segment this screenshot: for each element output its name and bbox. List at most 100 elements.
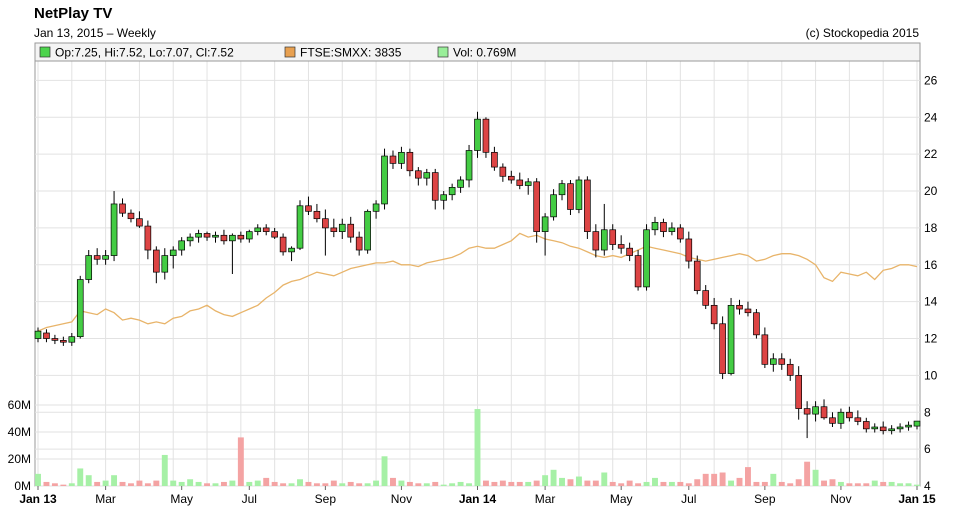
- candle: [719, 316, 726, 380]
- legend-label: Op:7.25, Hi:7.52, Lo:7.07, Cl:7.52: [55, 46, 234, 60]
- volume-bar: [871, 480, 878, 486]
- candle: [43, 329, 50, 343]
- candle: [34, 327, 42, 343]
- candle-body: [102, 255, 109, 260]
- volume-bar: [313, 483, 320, 486]
- candle-body: [736, 304, 743, 310]
- candle: [482, 117, 490, 158]
- chart-subtitle: Jan 13, 2015 – Weekly: [34, 26, 156, 40]
- x-tick-label: Jan 14: [459, 492, 497, 506]
- volume-bar: [254, 480, 261, 486]
- volume-bar: [660, 481, 667, 486]
- volume-bar: [829, 479, 836, 486]
- candle-body: [127, 212, 135, 220]
- candle: [51, 334, 59, 345]
- volume-bar: [728, 480, 735, 486]
- candle-body: [85, 255, 93, 280]
- candle-body: [541, 216, 549, 232]
- volume-bar: [482, 480, 489, 486]
- price-tick-label: 18: [924, 221, 938, 235]
- legend-swatch: [437, 46, 449, 58]
- volume-bar: [601, 472, 608, 486]
- volume-bar: [432, 481, 439, 486]
- candle: [584, 176, 591, 239]
- candle-body: [829, 417, 836, 424]
- x-tick-label: May: [170, 492, 193, 506]
- volume-bar: [837, 481, 844, 486]
- candle: [524, 178, 532, 195]
- candle: [685, 231, 693, 269]
- candle-body: [178, 240, 185, 251]
- volume-bar: [398, 480, 405, 486]
- candle-body: [322, 218, 329, 229]
- volume-bar: [457, 481, 464, 486]
- candle-body: [347, 223, 355, 238]
- volume-bar: [499, 480, 506, 486]
- candle-body: [254, 227, 262, 232]
- candle: [854, 410, 862, 426]
- candle: [161, 248, 169, 280]
- candle-body: [837, 411, 845, 424]
- volume-bar: [533, 480, 540, 486]
- candle-body: [820, 406, 828, 419]
- candle-body: [245, 231, 253, 240]
- candle-body: [879, 426, 887, 432]
- candle-body: [626, 247, 633, 256]
- candle: [592, 224, 600, 258]
- price-tick-label: 26: [924, 73, 938, 87]
- candle: [533, 178, 540, 243]
- candle: [702, 285, 710, 310]
- candle: [879, 421, 887, 435]
- candle: [820, 399, 828, 420]
- candle-body: [212, 234, 219, 238]
- candle-body: [237, 234, 245, 240]
- candle: [693, 255, 701, 295]
- candle: [575, 176, 583, 214]
- volume-bar: [753, 481, 760, 486]
- chart-title: NetPlay TV: [34, 5, 113, 22]
- price-tick-label: 20: [924, 184, 938, 198]
- candle: [457, 176, 464, 193]
- candle-body: [364, 210, 371, 251]
- candle-body: [617, 244, 625, 249]
- candle-body: [296, 205, 304, 249]
- volume-bar: [85, 475, 92, 486]
- candle: [541, 213, 549, 256]
- candle-body: [786, 363, 794, 376]
- volume-bar: [685, 483, 692, 486]
- volume-bar: [390, 477, 396, 486]
- candle: [507, 170, 515, 184]
- candle-body: [43, 332, 50, 339]
- candle: [220, 229, 228, 245]
- candle: [812, 401, 819, 422]
- volume-bar: [914, 484, 920, 486]
- candle: [330, 218, 338, 238]
- volume-bar: [635, 483, 642, 486]
- volume-bar: [187, 479, 194, 486]
- candle: [76, 275, 84, 339]
- candle: [372, 200, 380, 219]
- candle: [279, 233, 287, 256]
- candle: [440, 191, 448, 210]
- candle: [229, 233, 236, 274]
- candle-body: [491, 151, 498, 168]
- candle-body: [651, 222, 659, 231]
- volume-bar: [246, 481, 253, 486]
- price-tick-label: 14: [924, 295, 938, 309]
- volume-bar: [356, 483, 363, 486]
- volume-bar: [406, 481, 413, 486]
- candle-body: [516, 179, 524, 186]
- candle-body: [643, 229, 650, 288]
- candle: [153, 246, 160, 284]
- candle: [415, 167, 422, 186]
- candle: [313, 203, 321, 223]
- volume-bar: [288, 483, 295, 486]
- candle-body: [660, 222, 667, 232]
- volume-bar: [508, 481, 515, 486]
- candle: [634, 250, 642, 291]
- candle: [778, 353, 786, 370]
- candle-body: [558, 183, 566, 196]
- candle: [322, 209, 329, 256]
- x-tick-label: Sep: [754, 492, 776, 506]
- legend-background: [34, 42, 921, 62]
